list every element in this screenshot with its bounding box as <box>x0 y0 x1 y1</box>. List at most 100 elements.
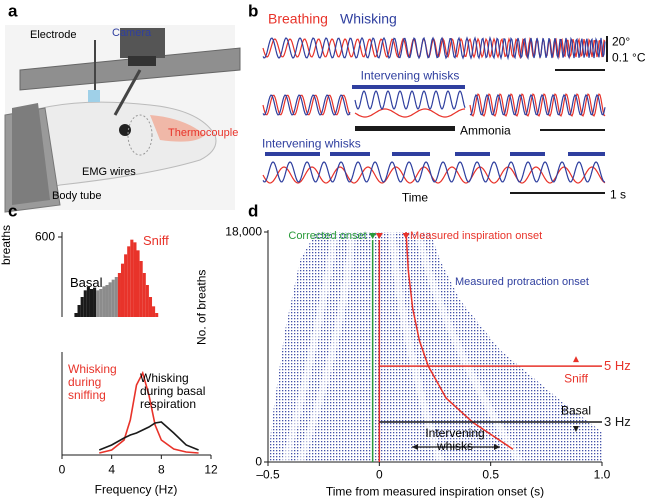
y-tick-label: 600 <box>34 229 55 244</box>
annotation: Intervening whisks <box>425 425 485 453</box>
series-label: Whisking during basal respiration <box>140 371 206 412</box>
scale-label: 0.1 °C <box>612 50 646 65</box>
x-axis-label: Time from measured inspiration onset (s) <box>325 484 545 499</box>
onset-marker <box>369 233 377 239</box>
histogram-bar <box>105 285 109 317</box>
spectrum-line <box>99 370 199 454</box>
x-tick-label: –0.5 <box>256 467 280 482</box>
epoch-bar <box>510 152 545 156</box>
panel-label: b <box>248 1 259 21</box>
marker <box>573 356 579 363</box>
annotation: Measured protraction onset <box>455 275 589 288</box>
histogram-bar <box>89 289 94 317</box>
annotation: Ammonia <box>460 123 511 138</box>
scale-label: 1 s <box>610 187 627 202</box>
panel-label: d <box>248 201 259 221</box>
histogram-bar <box>74 313 78 317</box>
setup-label: Thermocouple <box>168 126 239 139</box>
histogram-bar <box>130 239 134 317</box>
histogram-bar <box>142 273 146 317</box>
y-tick-label: 0 <box>255 454 262 469</box>
histogram-bar <box>93 287 97 317</box>
histogram-bar <box>120 263 125 317</box>
histogram-bar <box>133 242 137 317</box>
rate-label: 3 Hz <box>604 413 631 429</box>
histogram-bar <box>148 297 153 317</box>
rate-label: 5 Hz <box>604 358 631 374</box>
histogram-bar <box>102 286 106 317</box>
y-axis-label: No. of breaths <box>0 224 13 266</box>
histogram-bar <box>124 254 128 317</box>
raster-gap <box>281 231 339 463</box>
onset-label: Measured inspiration onset <box>410 229 543 242</box>
histogram-bar <box>139 261 143 317</box>
histogram-bar <box>108 282 112 317</box>
marker <box>573 426 579 433</box>
setup-label: EMG wires <box>82 165 136 178</box>
y-tick-label: 18,000 <box>225 224 262 239</box>
annotation: Time <box>401 190 429 205</box>
series-label: Basal <box>70 274 103 290</box>
x-tick-label: 8 <box>157 462 165 477</box>
histogram-bar <box>155 313 159 317</box>
trace <box>262 35 606 61</box>
x-tick-label: 0 <box>58 462 66 477</box>
raster-gap <box>296 231 356 464</box>
histogram-bar <box>96 290 100 317</box>
panel-label: a <box>8 1 18 21</box>
histogram-bar <box>77 305 81 317</box>
histogram-bar <box>83 290 87 317</box>
series-label: Sniff <box>564 371 588 386</box>
histogram-bar <box>145 285 149 317</box>
histogram-bar <box>111 279 115 317</box>
histogram-bar <box>117 273 121 317</box>
x-axis-label: Frequency (Hz) <box>94 482 178 497</box>
series-label: Sniff <box>143 232 169 248</box>
onset-curve <box>405 231 514 450</box>
setup-illustration <box>4 25 241 213</box>
onset-marker <box>402 233 410 239</box>
panel-label: c <box>8 201 18 221</box>
setup-label: Camera <box>112 26 152 39</box>
trace <box>354 108 465 118</box>
trace <box>469 93 606 116</box>
trace <box>354 90 466 110</box>
epoch-bar <box>265 152 320 156</box>
onset-label: Corrected onset <box>288 229 367 242</box>
epoch-bar <box>330 152 370 156</box>
histogram-bar <box>127 246 131 317</box>
histogram-bar <box>99 289 103 317</box>
x-tick-label: 0 <box>375 467 383 482</box>
epoch-bar <box>568 152 605 156</box>
scale-label: 20° <box>612 34 631 49</box>
raster-gap <box>388 231 444 464</box>
raster-gap <box>414 231 523 464</box>
trace <box>262 166 606 184</box>
x-tick-label: 0.5 <box>482 467 499 482</box>
onset-marker <box>375 233 383 239</box>
histogram-bar <box>136 250 140 317</box>
setup-label: Body tube <box>52 189 102 202</box>
raster-density <box>268 232 602 462</box>
stimulus-bar <box>355 126 455 131</box>
histogram-bar <box>80 297 84 317</box>
epoch-bar <box>455 152 490 156</box>
legend-label: Whisking <box>340 10 397 27</box>
x-tick-label: 1.0 <box>593 467 611 482</box>
annotation: Intervening whisks <box>360 68 460 83</box>
x-tick-label: 12 <box>204 462 218 477</box>
legend-label: Breathing <box>268 10 328 27</box>
x-tick-label: 4 <box>108 462 115 477</box>
setup-label: Electrode <box>30 28 77 41</box>
series-label: Basal <box>560 403 592 418</box>
series-label: Whisking during sniffing <box>68 362 117 403</box>
spectrum-line <box>98 421 199 451</box>
y-axis-label: No. of breaths <box>194 269 209 345</box>
annotation: Intervening whisks <box>262 136 361 151</box>
histogram-bar <box>114 277 118 317</box>
trace <box>262 161 606 183</box>
trace <box>262 94 351 116</box>
histogram-bar <box>86 287 90 317</box>
